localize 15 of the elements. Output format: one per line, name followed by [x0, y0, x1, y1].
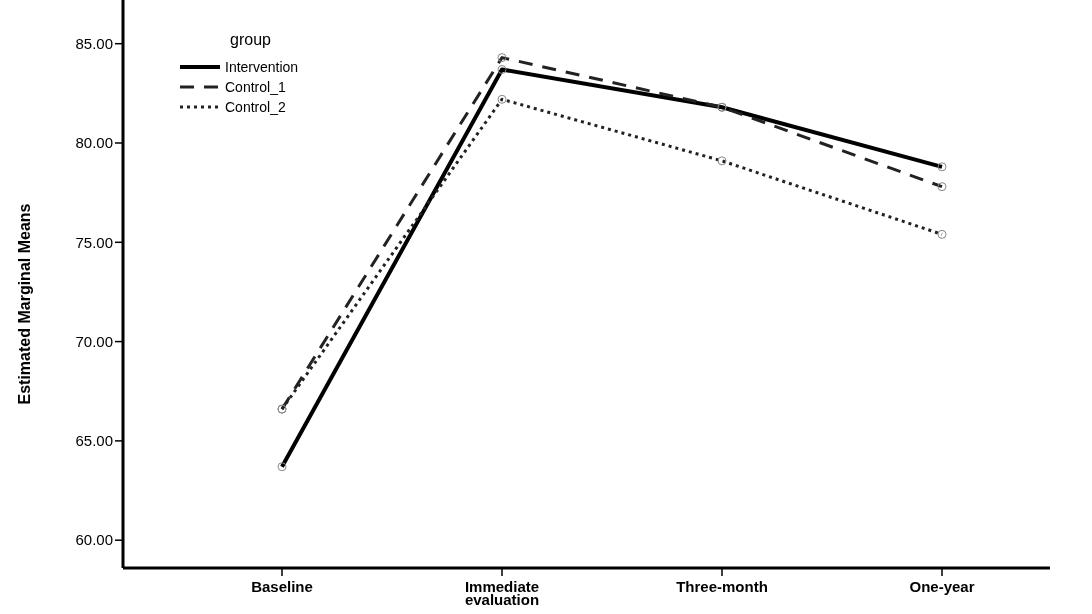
- x-tick-label: Immediate evaluation: [464, 578, 540, 608]
- x-tick-label: Baseline: [251, 578, 313, 595]
- x-tick-label: One-year: [909, 578, 975, 595]
- legend-label: Control_2: [225, 98, 286, 115]
- y-tick-label: 85.00: [75, 34, 113, 52]
- legend-title: group: [230, 31, 272, 48]
- y-tick-label: 75.00: [75, 233, 113, 251]
- legend-label: Control_1: [225, 78, 286, 95]
- y-tick-label: 70.00: [75, 332, 113, 350]
- x-tick-label: Three-month: [676, 578, 768, 595]
- y-tick-label: 65.00: [75, 432, 113, 450]
- legend-label: Intervention: [225, 58, 299, 75]
- y-tick-label: 80.00: [75, 134, 113, 152]
- y-axis-title: Estimated Marginal Means: [16, 203, 33, 405]
- y-tick-label: 60.00: [75, 531, 113, 549]
